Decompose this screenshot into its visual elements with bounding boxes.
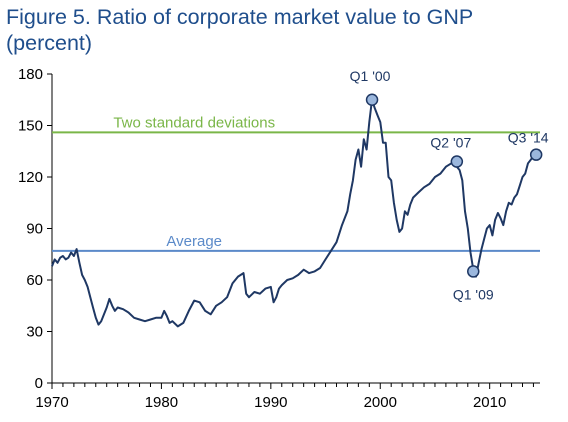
annotation-marker xyxy=(529,148,543,161)
x-tick-label: 1970 xyxy=(35,394,68,411)
annotation-marker xyxy=(467,265,480,278)
annotation-label: Q1 '00 xyxy=(350,68,391,84)
x-tick-label: 1990 xyxy=(254,394,287,411)
annotation-label: Q2 '07 xyxy=(430,135,471,151)
two-sd-label: Two standard deviations xyxy=(113,114,275,131)
chart-title-line-2: (percent) xyxy=(6,31,93,55)
y-tick-label: 0 xyxy=(35,375,43,392)
y-tick-label: 150 xyxy=(18,118,43,135)
x-tick-label: 1980 xyxy=(145,394,178,411)
chart-title-line-1: Figure 5. Ratio of corporate market valu… xyxy=(6,5,474,29)
annotation-marker xyxy=(365,93,379,106)
average-label: Average xyxy=(166,233,222,250)
y-tick-label: 90 xyxy=(26,221,43,238)
annotation-label: Q3 '14 xyxy=(508,130,549,146)
y-tick-label: 60 xyxy=(26,272,43,289)
annotation-label: Q1 '09 xyxy=(453,286,494,302)
x-tick-label: 2010 xyxy=(473,394,506,411)
y-tick-label: 30 xyxy=(26,324,43,341)
y-tick-label: 120 xyxy=(18,169,43,186)
x-tick-label: 2000 xyxy=(364,394,397,411)
y-tick-label: 180 xyxy=(18,66,43,83)
annotation-marker xyxy=(450,155,464,168)
